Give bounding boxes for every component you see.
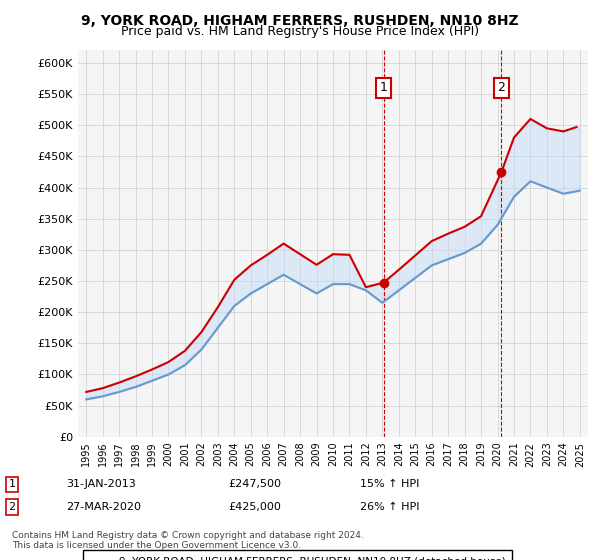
Text: 26% ↑ HPI: 26% ↑ HPI xyxy=(360,502,419,512)
Text: 31-JAN-2013: 31-JAN-2013 xyxy=(66,479,136,489)
Text: Contains HM Land Registry data © Crown copyright and database right 2024.
This d: Contains HM Land Registry data © Crown c… xyxy=(12,530,364,550)
Text: 2: 2 xyxy=(497,81,505,94)
Text: £247,500: £247,500 xyxy=(228,479,281,489)
Text: 9, YORK ROAD, HIGHAM FERRERS, RUSHDEN, NN10 8HZ: 9, YORK ROAD, HIGHAM FERRERS, RUSHDEN, N… xyxy=(81,14,519,28)
Text: 15% ↑ HPI: 15% ↑ HPI xyxy=(360,479,419,489)
Text: Price paid vs. HM Land Registry's House Price Index (HPI): Price paid vs. HM Land Registry's House … xyxy=(121,25,479,38)
Text: 1: 1 xyxy=(380,81,388,94)
Text: £425,000: £425,000 xyxy=(228,502,281,512)
Text: 2: 2 xyxy=(8,502,16,512)
Text: 1: 1 xyxy=(8,479,16,489)
Legend: 9, YORK ROAD, HIGHAM FERRERS, RUSHDEN, NN10 8HZ (detached house), HPI: Average p: 9, YORK ROAD, HIGHAM FERRERS, RUSHDEN, N… xyxy=(83,550,512,560)
Text: 27-MAR-2020: 27-MAR-2020 xyxy=(66,502,141,512)
